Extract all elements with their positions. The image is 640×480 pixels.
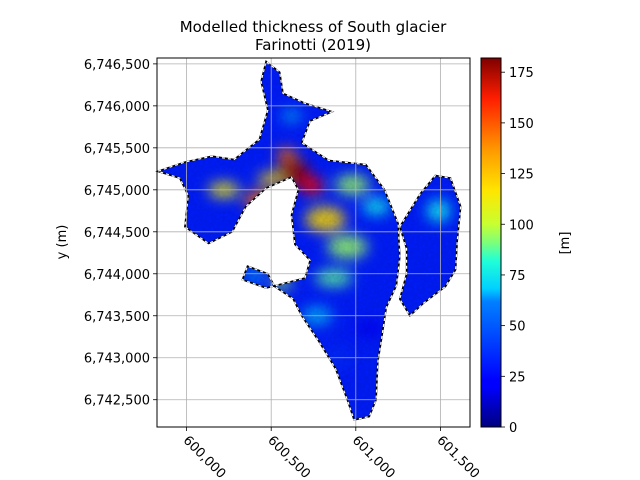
glacier-outline-dashed-0 (155, 60, 401, 421)
y-tick-label: 6,743,000 (84, 352, 150, 367)
colorbar-tick-label: 150 (509, 117, 534, 132)
y-tick-label: 6,744,000 (84, 268, 150, 283)
colorbar-tick-label: 175 (509, 66, 534, 81)
y-tick-label: 6,742,500 (84, 394, 150, 409)
colorbar-tick-label: 125 (509, 168, 534, 183)
y-tick-label: 6,746,500 (84, 58, 150, 73)
y-axis: 6,742,500 6,743,000 6,743,500 6,744,000 6,74… (84, 58, 157, 409)
x-tick-label: 601,000 (349, 433, 398, 480)
x-tick-label: 600,000 (180, 433, 229, 480)
glacier-outline (155, 59, 462, 421)
grid-lines (157, 58, 470, 427)
x-tick-label: 601,500 (434, 433, 483, 480)
colorbar-tick-label: 0 (509, 421, 517, 436)
colorbar-tick-label: 75 (509, 269, 526, 284)
x-tick-label: 600,500 (264, 433, 313, 480)
chart-title-line1: Modelled thickness of South glacier (180, 18, 447, 36)
plot-frame (156, 57, 471, 428)
y-tick-label: 6,746,000 (84, 100, 150, 115)
colorbar-label: [m] (558, 232, 573, 255)
colorbar-tick-label: 25 (509, 370, 526, 385)
colorbar: 0 25 50 75 100 125 150 175 [m] (480, 57, 573, 436)
colorbar-gradient (480, 57, 502, 428)
y-tick-label: 6,743,500 (84, 310, 150, 325)
colorbar-tick-label: 100 (509, 218, 534, 233)
y-tick-label: 6,745,000 (84, 184, 150, 199)
y-tick-label: 6,744,500 (84, 226, 150, 241)
colorbar-tick-label: 50 (509, 320, 526, 335)
colorbar-ticks: 0 25 50 75 100 125 150 175 (501, 66, 534, 436)
y-axis-label: y (m) (55, 225, 70, 260)
glacier-outline-dashed-1 (399, 174, 462, 317)
y-tick-label: 6,745,500 (84, 142, 150, 157)
plot-area (155, 57, 471, 428)
chart-title-line2: Farinotti (2019) (255, 36, 371, 54)
x-axis: 600,000 600,500 601,000 601,500 (180, 427, 482, 480)
